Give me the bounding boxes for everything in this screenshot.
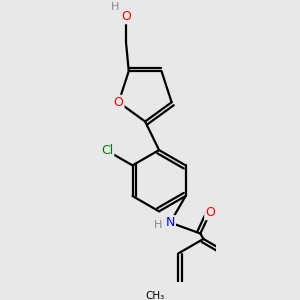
Text: N: N <box>166 216 175 229</box>
Text: H: H <box>154 220 163 230</box>
Text: H: H <box>111 2 119 12</box>
Text: CH₃: CH₃ <box>146 291 165 300</box>
Text: O: O <box>121 10 131 23</box>
Text: O: O <box>205 206 215 219</box>
Text: Cl: Cl <box>101 144 113 157</box>
Text: O: O <box>114 96 124 109</box>
